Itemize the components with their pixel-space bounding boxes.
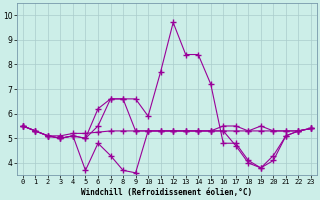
X-axis label: Windchill (Refroidissement éolien,°C): Windchill (Refroidissement éolien,°C) [81,188,252,197]
